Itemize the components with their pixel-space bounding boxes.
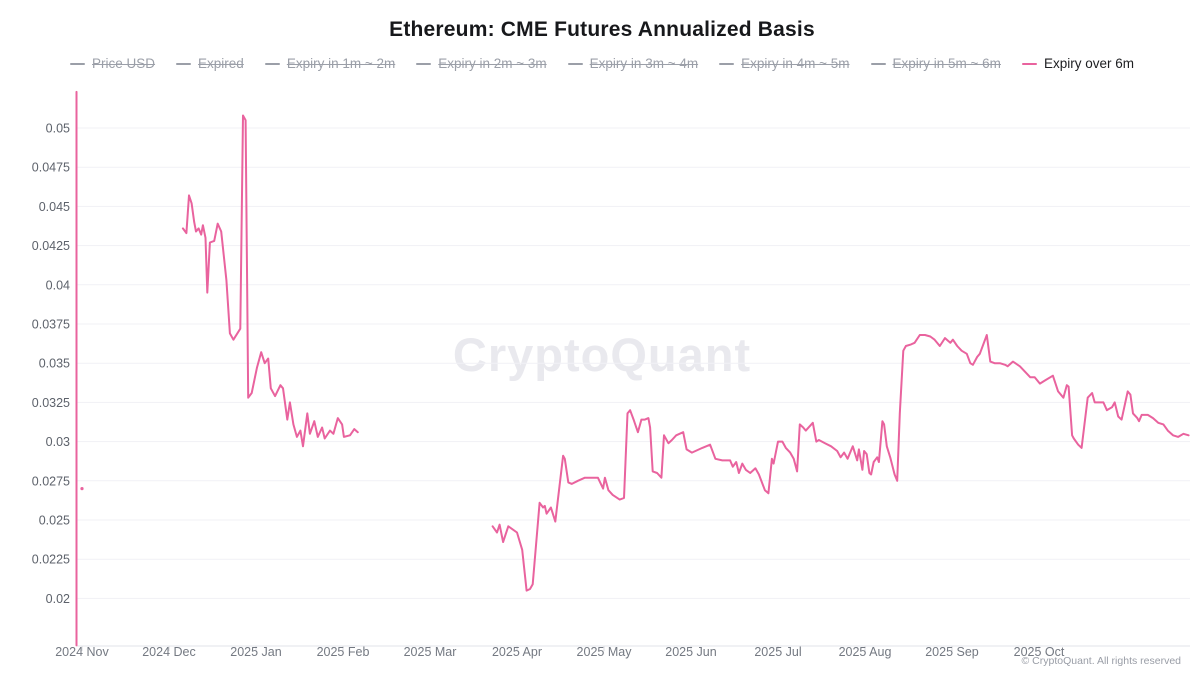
legend-item-expiry-in-3m-4m[interactable]: Expiry in 3m ~ 4m — [567, 56, 699, 71]
legend-item-expiry-in-4m-5m[interactable]: Expiry in 4m ~ 5m — [719, 56, 850, 71]
x-axis-tick-label: 2025 May — [577, 645, 633, 659]
x-axis-tick-label: 2024 Nov — [55, 645, 109, 659]
y-axis-tick-label: 0.04 — [46, 278, 70, 292]
x-axis-tick-label: 2025 Mar — [404, 645, 457, 659]
y-axis-labels: 0.05 0.0475 0.045 0.0425 0.04 0.0375 0.035 0.03… — [32, 122, 70, 606]
y-axis-tick-label: 0.035 — [39, 357, 70, 371]
legend-item-expired[interactable]: Expired — [176, 56, 244, 71]
y-axis-tick-label: 0.0225 — [32, 553, 70, 567]
x-axis-tick-label: 2025 Jul — [754, 645, 801, 659]
copyright-text: © CryptoQuant. All rights reserved — [1021, 655, 1181, 667]
legend-item-label: Expiry in 5m ~ 6m — [892, 56, 1001, 71]
legend-item-label: Expiry in 1m ~ 2m — [286, 56, 396, 71]
legend-item-label: Expiry over 6m — [1043, 56, 1134, 71]
legend-dash-icon — [567, 62, 583, 65]
x-axis-tick-label: 2025 Jun — [665, 645, 716, 659]
x-axis-tick-label: 2024 Dec — [142, 645, 196, 659]
y-axis-tick-label: 0.045 — [39, 200, 70, 214]
legend-item-expiry-in-2m-3m[interactable]: Expiry in 2m ~ 3m — [416, 56, 547, 71]
x-axis-tick-label: 2025 Jan — [230, 645, 281, 659]
legend-item-label: Expiry in 3m ~ 4m — [589, 56, 699, 71]
grid-lines — [77, 127, 1190, 599]
x-axis-tick-label: 2025 Aug — [839, 645, 892, 659]
x-axis-tick-label: 2025 Sep — [925, 645, 979, 659]
legend-item-expiry-over-6m[interactable]: Expiry over 6m — [1021, 56, 1134, 71]
legend-item-label: Expiry in 4m ~ 5m — [741, 56, 850, 71]
y-axis-tick-label: 0.05 — [46, 122, 70, 136]
price-line-segment[interactable] — [491, 334, 1190, 592]
y-axis-tick-label: 0.0275 — [32, 474, 70, 488]
y-axis-tick-label: 0.0375 — [32, 318, 70, 332]
legend-dash-icon — [70, 62, 86, 65]
price-line-segment[interactable] — [181, 114, 359, 448]
x-axis-tick-label: 2025 Feb — [317, 645, 370, 659]
legend: Price USD Expired Expiry in 1m ~ 2m Expiry … — [0, 56, 1204, 71]
price-line-start-dot — [80, 487, 84, 491]
legend-item-expiry-in-1m-2m[interactable]: Expiry in 1m ~ 2m — [264, 56, 396, 71]
legend-dash-icon — [264, 62, 280, 65]
page-title: Ethereum: CME Futures Annualized Basis — [389, 18, 815, 41]
legend-dash-icon — [719, 62, 735, 65]
legend-item-price-usd[interactable]: Price USD — [70, 56, 155, 71]
y-axis-tick-label: 0.0425 — [32, 239, 70, 253]
y-axis-tick-label: 0.0325 — [32, 396, 70, 410]
y-axis-tick-label: 0.03 — [46, 435, 70, 449]
x-axis-tick-label: 2025 Oct — [1014, 645, 1065, 659]
legend-dash-icon — [176, 62, 192, 65]
legend-item-expiry-in-5m-6m[interactable]: Expiry in 5m ~ 6m — [870, 56, 1001, 71]
legend-item-label: Expired — [198, 56, 244, 71]
series-line-expiry-over-6m[interactable] — [75, 90, 1190, 647]
legend-dash-icon — [1021, 62, 1037, 65]
x-axis-labels: 2024 Nov 2024 Dec 2025 Jan 2025 Feb 2025 Mar… — [55, 645, 1065, 659]
y-axis-tick-label: 0.0475 — [32, 161, 70, 175]
legend-item-label: Expiry in 2m ~ 3m — [438, 56, 547, 71]
legend-dash-icon — [416, 62, 432, 65]
legend-item-label: Price USD — [92, 56, 156, 71]
legend-dash-icon — [870, 62, 886, 65]
y-axis-tick-label: 0.025 — [39, 514, 70, 528]
y-axis-tick-label: 0.02 — [46, 592, 70, 606]
x-axis-tick-label: 2025 Apr — [492, 645, 542, 659]
